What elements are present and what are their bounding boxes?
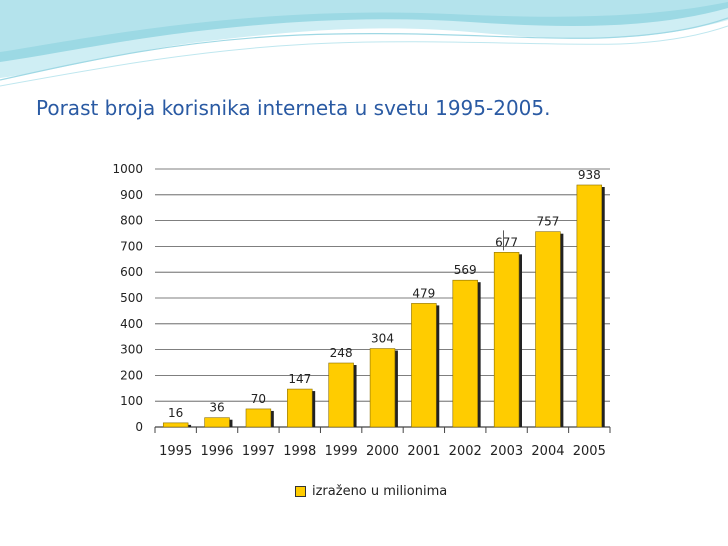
y-tick-label: 0 [135, 420, 143, 434]
data-label: 147 [288, 372, 311, 386]
bar [204, 417, 230, 428]
y-tick-label: 500 [120, 291, 143, 305]
x-tick-label: 1998 [283, 444, 316, 459]
bar [287, 388, 313, 428]
x-tick-label: 2004 [531, 444, 564, 459]
y-tick-label: 800 [120, 214, 143, 228]
x-tick-label: 2005 [573, 444, 606, 459]
data-label: 938 [578, 168, 601, 182]
data-label: 16 [168, 406, 183, 420]
bar [328, 362, 354, 428]
y-tick-label: 400 [120, 317, 143, 331]
data-label: 70 [251, 392, 266, 406]
data-label: 569 [454, 263, 477, 277]
bar [411, 303, 437, 428]
data-label: 677 [495, 235, 518, 249]
slide-title: Porast broja korisnika interneta u svetu… [36, 96, 551, 120]
y-tick-label: 700 [120, 239, 143, 253]
y-tick-label: 900 [120, 188, 143, 202]
bar [452, 279, 478, 428]
y-tick-label: 100 [120, 394, 143, 408]
x-tick-label: 1997 [242, 444, 275, 459]
bar [245, 408, 272, 428]
y-tick-label: 300 [120, 343, 143, 357]
bar-chart: 0 100 200 300 400 500 600 700 800 900 1000 16 1995 36… [112, 162, 611, 459]
bar [369, 348, 396, 428]
data-label: 304 [371, 332, 394, 346]
header-wave-decoration [0, 0, 728, 87]
data-label: 757 [537, 215, 560, 229]
bar [576, 184, 603, 428]
bar [493, 252, 520, 428]
x-tick-label: 2002 [449, 444, 482, 459]
x-tick-label: 1995 [159, 444, 192, 459]
x-tick-label: 1996 [200, 444, 233, 459]
data-label: 248 [330, 346, 353, 360]
x-tick-label: 2003 [490, 444, 523, 459]
chart-area: 0 100 200 300 400 500 600 700 800 900 1000 16 1995 36… [100, 152, 635, 508]
x-tick-label: 2001 [407, 444, 440, 459]
y-tick-label: 200 [120, 368, 143, 382]
bar [535, 231, 561, 428]
y-tick-label: 600 [120, 265, 143, 279]
legend-swatch [295, 486, 306, 497]
legend: izraženo u milionima [295, 484, 447, 499]
data-label: 479 [412, 286, 435, 300]
x-tick-label: 1999 [325, 444, 358, 459]
legend-label: izraženo u milionima [312, 484, 448, 499]
x-tick-label: 2000 [366, 444, 399, 459]
bar [162, 422, 189, 428]
data-label: 36 [209, 401, 224, 415]
y-tick-label: 1000 [112, 162, 143, 176]
